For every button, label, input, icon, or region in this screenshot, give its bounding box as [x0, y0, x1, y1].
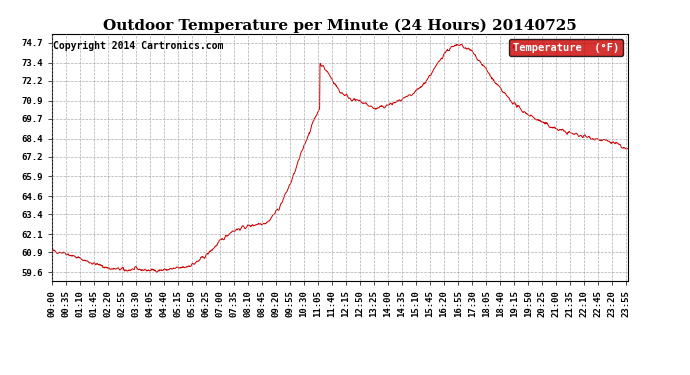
Title: Outdoor Temperature per Minute (24 Hours) 20140725: Outdoor Temperature per Minute (24 Hours… — [103, 18, 577, 33]
Legend: Temperature  (°F): Temperature (°F) — [509, 39, 622, 56]
Text: Copyright 2014 Cartronics.com: Copyright 2014 Cartronics.com — [53, 41, 224, 51]
